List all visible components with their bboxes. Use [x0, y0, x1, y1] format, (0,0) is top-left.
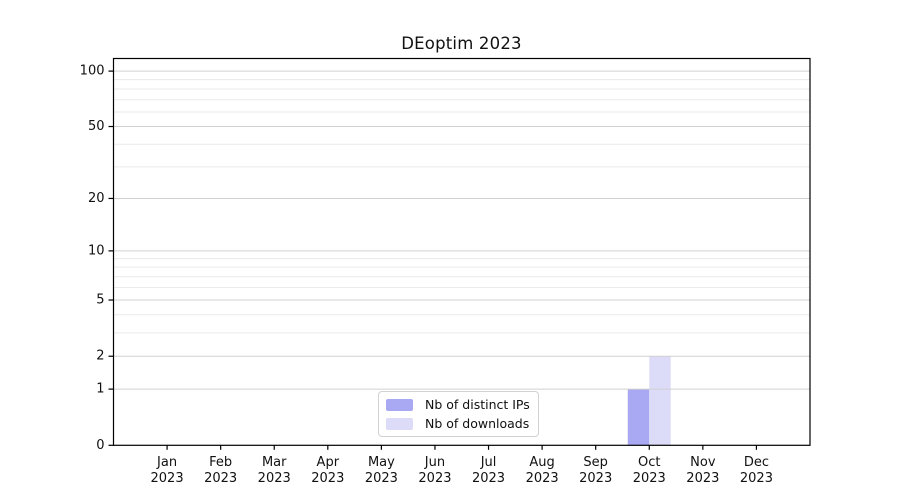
bar-oct-series0	[627, 389, 650, 446]
x-tick-label-year: 2023	[204, 471, 237, 486]
x-tick-label-month: Jan	[156, 455, 177, 470]
x-tick-label-month: May	[368, 455, 395, 470]
x-tick-label-year: 2023	[633, 471, 666, 486]
x-tick-label-year: 2023	[472, 471, 505, 486]
bar-oct-series1	[649, 356, 671, 446]
y-tick-label: 10	[88, 243, 105, 258]
y-tick-label: 5	[96, 293, 104, 308]
x-tick-label-month: Jun	[424, 455, 445, 470]
x-tick-label-month: Oct	[638, 455, 660, 470]
x-tick-label-month: Apr	[317, 455, 340, 470]
plot-frame	[112, 57, 811, 446]
x-tick-label-year: 2023	[258, 471, 291, 486]
y-tick-label: 100	[80, 64, 105, 79]
x-tick-label-year: 2023	[579, 471, 612, 486]
x-tick-label-year: 2023	[740, 471, 773, 486]
x-tick-label-month: Nov	[690, 455, 716, 470]
y-tick-label: 50	[88, 119, 105, 134]
legend-item-distinct-ips: Nb of distinct IPs	[386, 397, 530, 412]
x-tick-label-year: 2023	[365, 471, 398, 486]
x-tick-label-year: 2023	[526, 471, 559, 486]
x-tick-label-year: 2023	[686, 471, 719, 486]
legend: Nb of distinct IPs Nb of downloads	[378, 391, 539, 437]
legend-label-distinct-ips: Nb of distinct IPs	[425, 397, 530, 412]
x-tick-label-month: Aug	[529, 455, 554, 470]
legend-label-downloads: Nb of downloads	[425, 416, 530, 431]
legend-item-downloads: Nb of downloads	[386, 416, 530, 431]
y-tick-label: 20	[88, 191, 105, 206]
y-tick-label: 2	[96, 349, 104, 364]
y-tick-label: 0	[96, 438, 104, 453]
x-tick-label-year: 2023	[418, 471, 451, 486]
x-tick-label-month: Mar	[262, 455, 287, 470]
x-tick-label-year: 2023	[151, 471, 184, 486]
x-tick-label-month: Jul	[480, 455, 497, 470]
x-tick-label-month: Feb	[209, 455, 232, 470]
y-tick-label: 1	[96, 382, 104, 397]
x-tick-label-month: Sep	[583, 455, 608, 470]
x-tick-label-year: 2023	[311, 471, 344, 486]
chart-title: DEoptim 2023	[401, 34, 522, 53]
x-tick-label-month: Dec	[744, 455, 769, 470]
legend-swatch-distinct-ips	[386, 398, 413, 411]
legend-swatch-downloads	[386, 417, 413, 430]
